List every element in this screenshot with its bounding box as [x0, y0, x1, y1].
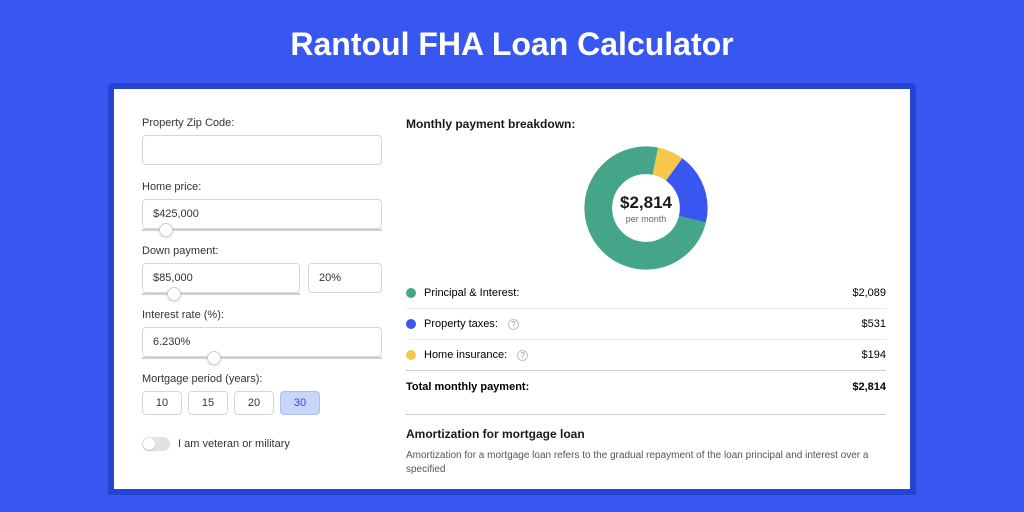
down-payment-slider-thumb[interactable] [167, 287, 181, 301]
info-icon[interactable]: ? [517, 350, 528, 361]
legend-dot [406, 319, 416, 329]
calculator-panel-wrap: Property Zip Code: Home price: Down paym… [108, 83, 916, 495]
legend-dot [406, 288, 416, 298]
breakdown-column: Monthly payment breakdown: $2,814 per mo… [406, 117, 886, 461]
donut-center-amount: $2,814 [620, 193, 672, 213]
legend-dot [406, 350, 416, 360]
mortgage-period-field: Mortgage period (years): 10152030 [142, 373, 382, 415]
zip-field: Property Zip Code: [142, 117, 382, 165]
breakdown-row: Property taxes:? $531 [406, 308, 886, 339]
down-payment-field: Down payment: [142, 245, 382, 295]
amortization-title: Amortization for mortgage loan [406, 427, 886, 441]
home-price-slider-thumb[interactable] [159, 223, 173, 237]
veteran-toggle-row: I am veteran or military [142, 437, 382, 451]
breakdown-total-amount: $2,814 [852, 381, 886, 393]
interest-rate-label: Interest rate (%): [142, 309, 382, 321]
breakdown-row-label: Principal & Interest: [424, 287, 519, 299]
breakdown-title: Monthly payment breakdown: [406, 117, 886, 131]
down-payment-label: Down payment: [142, 245, 382, 257]
donut-chart: $2,814 per month [583, 145, 709, 271]
breakdown-row-amount: $2,089 [852, 287, 886, 299]
period-option-30[interactable]: 30 [280, 391, 320, 415]
down-payment-percent-input[interactable] [308, 263, 382, 293]
donut-chart-wrap: $2,814 per month [406, 137, 886, 281]
mortgage-period-label: Mortgage period (years): [142, 373, 382, 385]
period-option-15[interactable]: 15 [188, 391, 228, 415]
breakdown-list: Principal & Interest: $2,089 Property taxe… [406, 281, 886, 370]
donut-center: $2,814 per month [583, 145, 709, 271]
breakdown-total-row: Total monthly payment: $2,814 [406, 370, 886, 402]
breakdown-row-amount: $531 [862, 318, 886, 330]
amortization-section: Amortization for mortgage loan Amortizat… [406, 414, 886, 476]
home-price-field: Home price: [142, 181, 382, 231]
interest-rate-input[interactable] [142, 327, 382, 357]
breakdown-row: Home insurance:? $194 [406, 339, 886, 370]
veteran-label: I am veteran or military [178, 438, 290, 450]
down-payment-slider[interactable] [142, 293, 300, 295]
interest-rate-slider[interactable] [142, 357, 382, 359]
breakdown-row: Principal & Interest: $2,089 [406, 281, 886, 308]
calculator-panel: Property Zip Code: Home price: Down paym… [114, 89, 910, 489]
period-option-10[interactable]: 10 [142, 391, 182, 415]
interest-rate-field: Interest rate (%): [142, 309, 382, 359]
home-price-input[interactable] [142, 199, 382, 229]
home-price-label: Home price: [142, 181, 382, 193]
page-title: Rantoul FHA Loan Calculator [0, 0, 1024, 83]
breakdown-row-label: Home insurance: [424, 349, 507, 361]
period-option-20[interactable]: 20 [234, 391, 274, 415]
mortgage-period-options: 10152030 [142, 391, 382, 415]
form-column: Property Zip Code: Home price: Down paym… [142, 117, 382, 461]
zip-label: Property Zip Code: [142, 117, 382, 129]
breakdown-total-label: Total monthly payment: [406, 381, 529, 393]
down-payment-amount-input[interactable] [142, 263, 300, 293]
breakdown-row-amount: $194 [862, 349, 886, 361]
home-price-slider[interactable] [142, 229, 382, 231]
breakdown-row-label: Property taxes: [424, 318, 498, 330]
zip-input[interactable] [142, 135, 382, 165]
veteran-toggle[interactable] [142, 437, 170, 451]
amortization-text: Amortization for a mortgage loan refers … [406, 449, 886, 476]
donut-center-sub: per month [626, 214, 667, 224]
interest-rate-slider-thumb[interactable] [207, 351, 221, 365]
info-icon[interactable]: ? [508, 319, 519, 330]
